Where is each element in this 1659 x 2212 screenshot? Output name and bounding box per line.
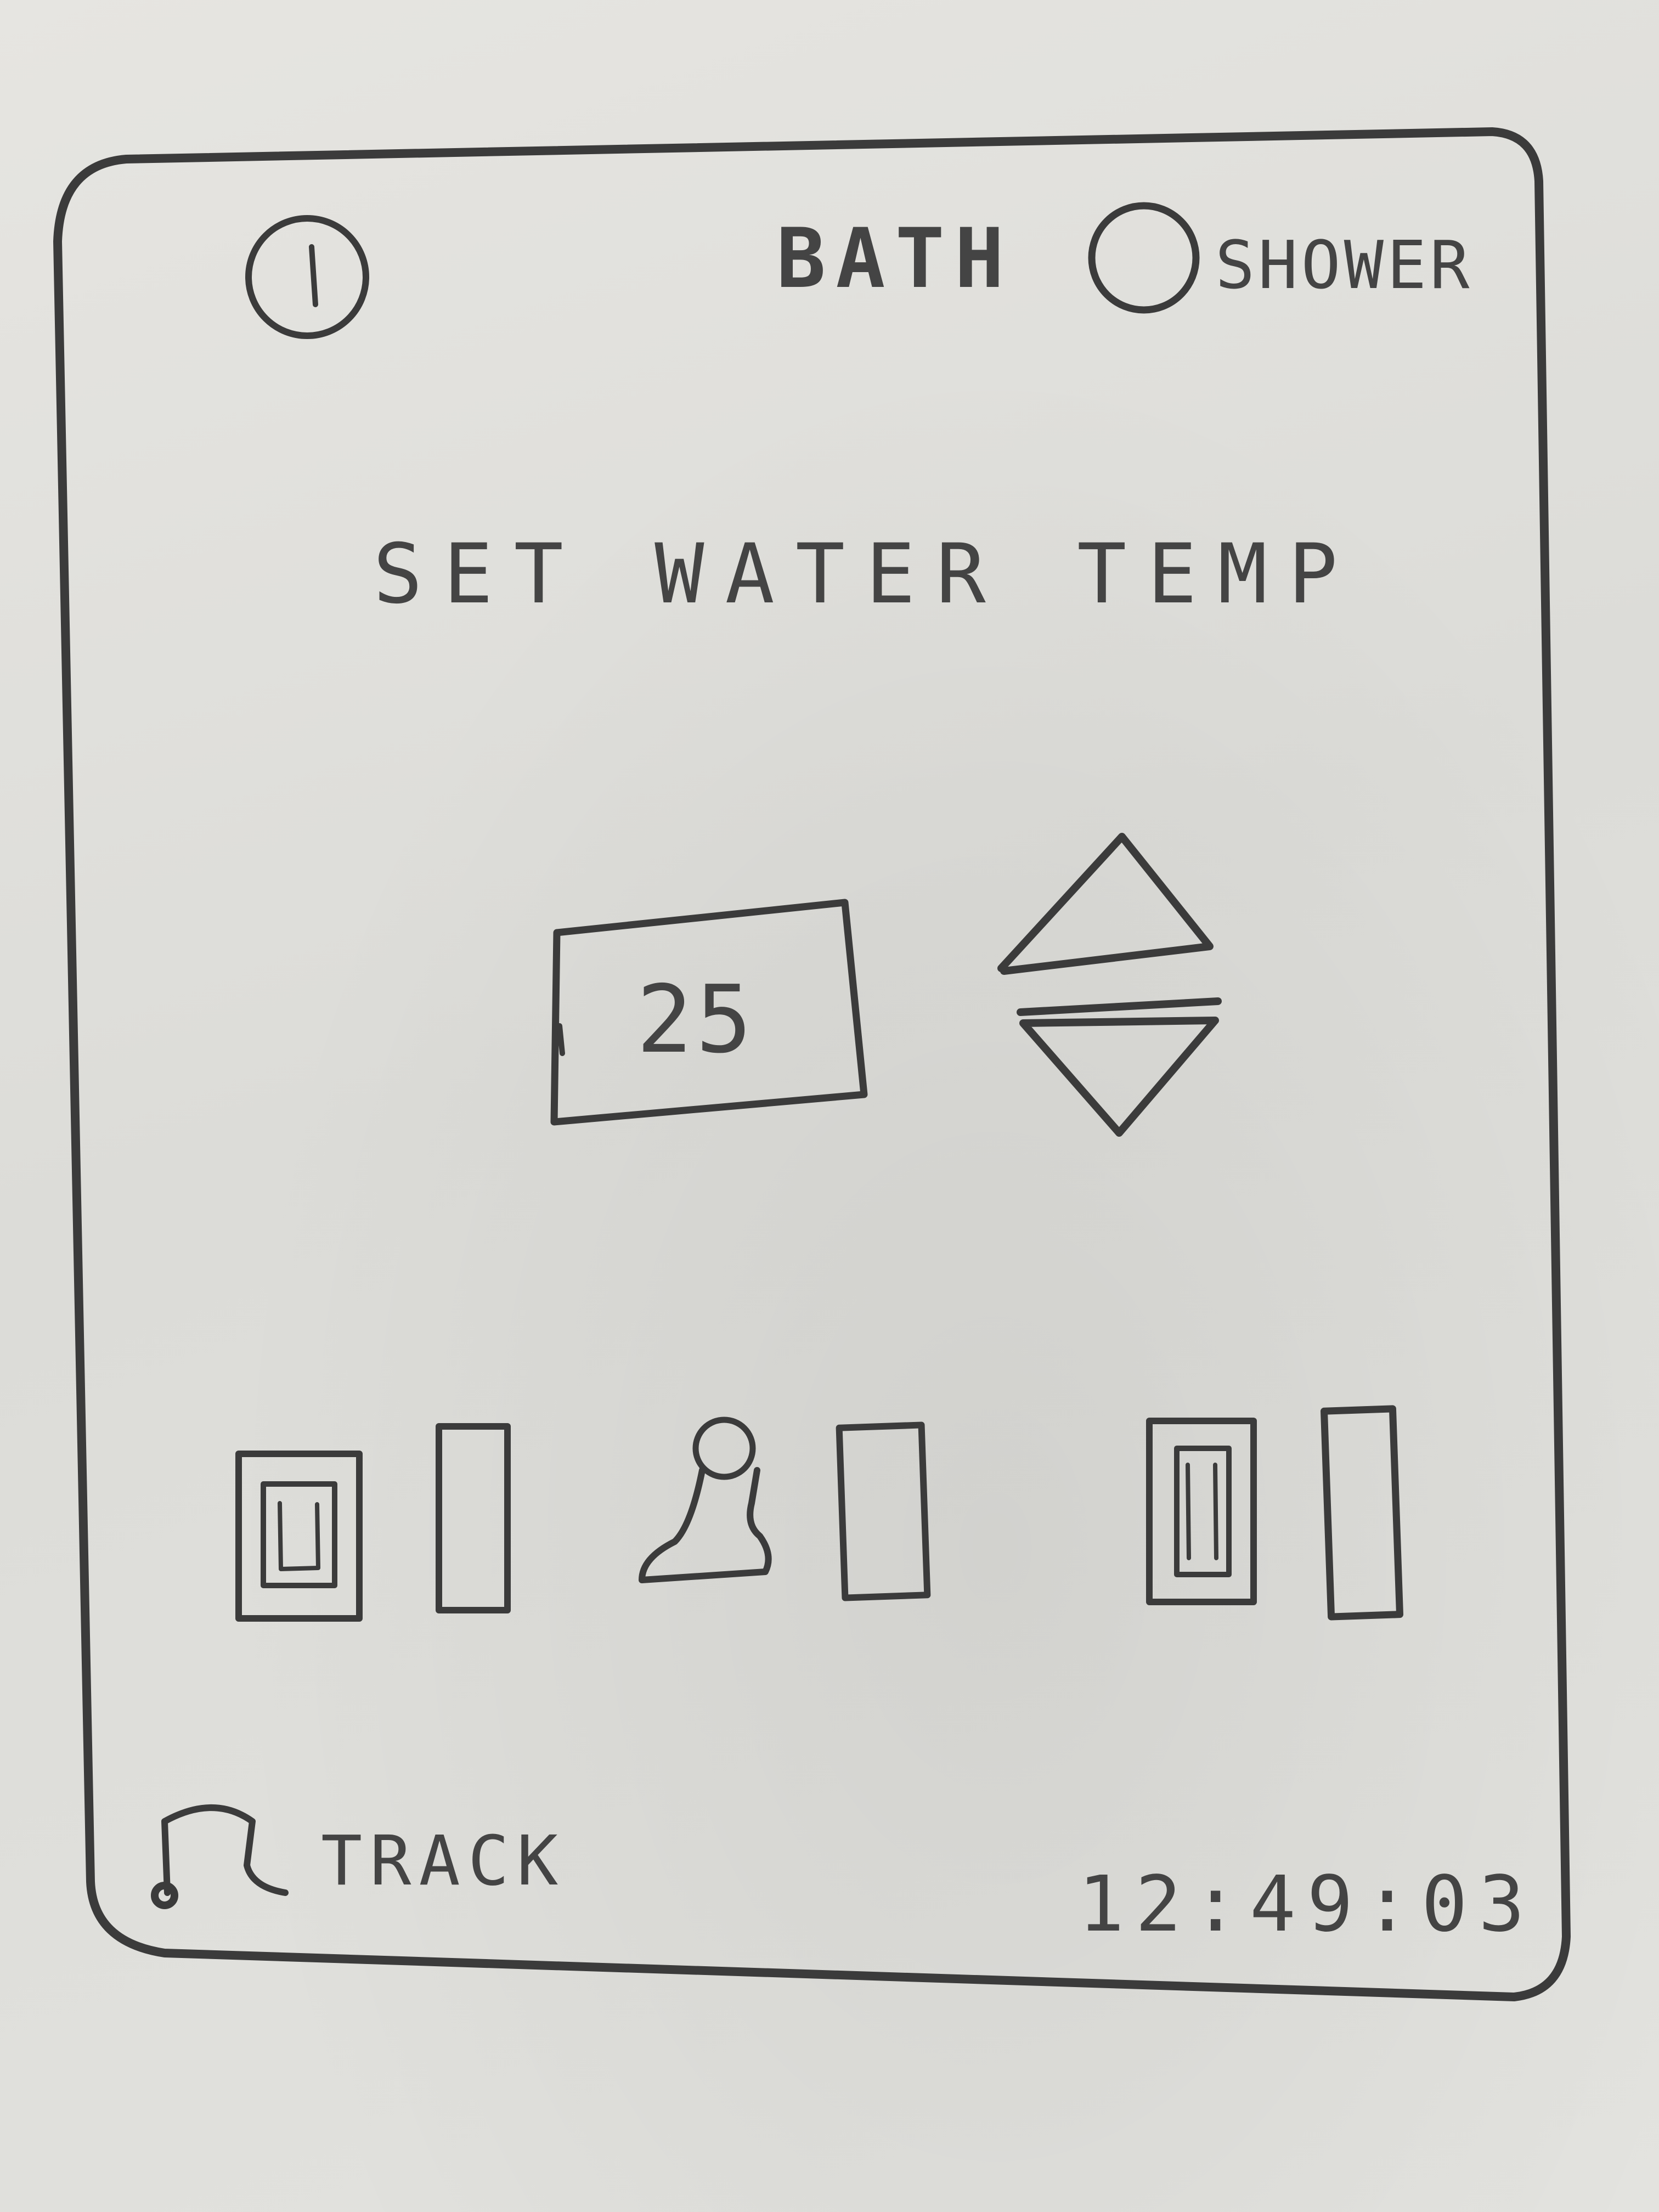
slider-1[interactable]	[436, 1424, 510, 1613]
switch-icon[interactable]	[1146, 1418, 1257, 1605]
bar-icon	[836, 1421, 931, 1601]
mode-bath-label[interactable]: BATH	[776, 211, 1014, 307]
info-icon[interactable]	[245, 215, 369, 339]
decrease-temperature-button[interactable]	[1020, 1015, 1223, 1136]
bar-icon	[1321, 1405, 1404, 1621]
increase-temperature-button[interactable]	[998, 834, 1218, 977]
clock-display: 12:49:03	[1078, 1860, 1536, 1949]
shower-head-icon[interactable]	[639, 1417, 772, 1583]
slider-2[interactable]	[839, 1424, 927, 1599]
switch-icon[interactable]	[235, 1451, 363, 1622]
track-label[interactable]: TRACK	[321, 1821, 566, 1901]
triangle-up-icon	[997, 833, 1214, 975]
slider-3[interactable]	[1322, 1407, 1402, 1618]
page-title: SET WATER TEMP	[373, 527, 1359, 622]
radio-shower	[1088, 202, 1200, 314]
temp-box	[550, 899, 868, 1126]
triangle-down-icon	[1019, 1017, 1219, 1137]
temperature-value[interactable]: 25	[636, 966, 755, 1074]
bar-icon	[436, 1423, 511, 1613]
stepper-divider	[1017, 997, 1222, 1016]
device-frame	[53, 127, 1571, 2001]
music-note-icon	[151, 1804, 289, 1909]
mode-shower-label[interactable]: SHOWER	[1215, 228, 1473, 304]
